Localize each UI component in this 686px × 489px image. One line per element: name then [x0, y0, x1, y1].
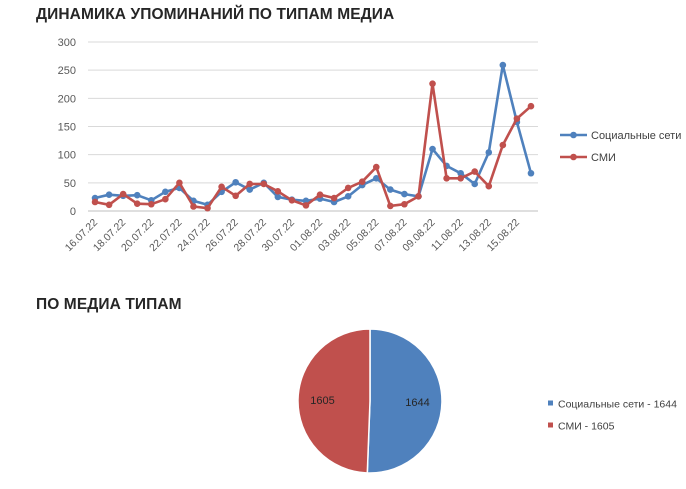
pie-data-label: 1605 [310, 395, 334, 407]
data-point [372, 163, 380, 171]
data-point [147, 200, 155, 208]
data-point [372, 175, 380, 182]
data-point [485, 149, 493, 156]
pie-chart: 1644 1605 Социальные сети - 1644 СМИ - 160… [297, 328, 677, 474]
legend-label: СМИ - 1605 [558, 421, 615, 433]
pie-chart-legend: Социальные сети - 1644 СМИ - 1605 [548, 399, 677, 433]
data-point [513, 115, 521, 122]
data-point [274, 187, 282, 195]
legend-marker-социальные-сети [570, 131, 577, 139]
pie-slice-социальные-сети [366, 328, 443, 474]
data-point [246, 180, 254, 188]
data-point [457, 169, 464, 177]
data-point [232, 178, 239, 186]
data-point [387, 186, 394, 193]
legend-marker-сми [570, 153, 577, 161]
pie-slice-сми [297, 328, 371, 474]
line-chart-title: ДИНАМИКА УПОМИНАНИЙ ПО ТИПАМ МЕДИА [36, 6, 395, 23]
data-point [133, 191, 141, 199]
data-point [527, 102, 535, 110]
data-point [133, 200, 141, 207]
legend-label: Социальные сети [591, 130, 681, 142]
line-chart-y-axis: 0 50 100 150 200 250 300 [58, 37, 76, 218]
line-chart-legend: Социальные сети СМИ [560, 130, 681, 164]
line-chart-gridlines [88, 41, 538, 212]
series-line-сми [94, 82, 532, 210]
line-chart: 0 50 100 150 200 250 300 16.07.2218.07.2220.07… [58, 37, 682, 255]
y-tick-label: 50 [64, 178, 76, 190]
data-point [218, 183, 225, 191]
line-chart-x-axis: 16.07.2218.07.2220.07.2222.07.2224.07.22… [63, 217, 522, 255]
data-point [162, 195, 169, 203]
data-point [471, 180, 479, 188]
pie-chart-data-labels: 1644 1605 [310, 395, 430, 409]
data-point [176, 179, 183, 187]
data-point [443, 175, 450, 182]
legend-marker-сми [548, 422, 553, 428]
data-point [499, 61, 507, 69]
data-point [260, 180, 268, 188]
data-point [105, 201, 113, 209]
pie-chart-slices [297, 328, 443, 474]
data-point [302, 202, 310, 209]
data-point [190, 203, 197, 210]
legend-label: Социальные сети - 1644 [558, 399, 677, 411]
data-point [274, 193, 282, 201]
pie-data-label: 1644 [405, 397, 429, 409]
pie-chart-title: ПО МЕДИА ТИПАМ [36, 296, 182, 313]
data-point [316, 191, 324, 198]
data-point [232, 192, 239, 200]
data-point [105, 191, 113, 198]
legend-label: СМИ [591, 152, 616, 164]
y-tick-label: 200 [58, 93, 76, 105]
data-point [415, 193, 422, 200]
data-point [330, 194, 338, 202]
data-point [246, 186, 254, 193]
data-point [344, 184, 352, 192]
data-point [471, 168, 479, 175]
data-point [204, 204, 211, 212]
data-point [499, 141, 507, 149]
y-tick-label: 150 [58, 122, 76, 134]
data-point [119, 190, 127, 198]
data-point [429, 145, 436, 153]
data-point [401, 200, 408, 208]
data-point [344, 193, 352, 200]
legend-marker-социальные-сети [548, 400, 553, 406]
data-point [527, 169, 535, 177]
data-point [162, 188, 169, 196]
y-tick-label: 250 [58, 65, 76, 77]
data-point [91, 198, 99, 206]
data-point [429, 80, 436, 87]
y-tick-label: 100 [58, 150, 76, 162]
data-point [387, 202, 394, 210]
y-tick-label: 0 [70, 206, 76, 218]
y-tick-label: 300 [58, 37, 76, 49]
line-chart-series [91, 61, 535, 212]
data-point [457, 175, 464, 182]
data-point [401, 190, 408, 198]
data-point [288, 196, 296, 204]
series-line-социальные-сети [94, 63, 533, 207]
data-point [358, 178, 366, 186]
data-point [485, 182, 493, 190]
